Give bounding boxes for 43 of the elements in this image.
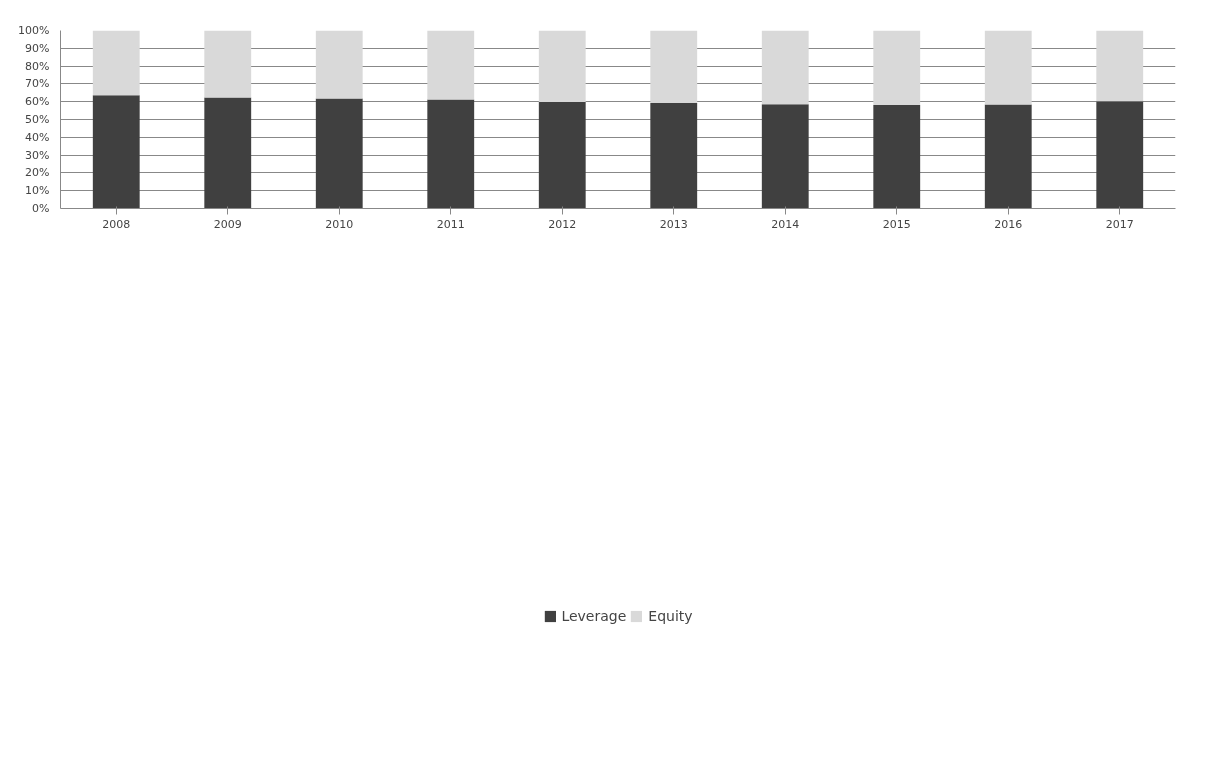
bar: [761, 104, 809, 209]
y-tick-label: 40%: [25, 130, 50, 144]
y-tick-label: 100%: [18, 24, 50, 37]
y-tick-label: 50%: [25, 113, 50, 126]
y-tick-label: 70%: [25, 77, 50, 91]
bar: [427, 99, 475, 209]
bar: [873, 30, 921, 106]
x-tick-label: 2009: [213, 217, 242, 231]
bar: [538, 30, 586, 102]
x-tick-label: 2008: [102, 217, 131, 231]
bar: [538, 101, 586, 209]
bar: [92, 95, 140, 209]
bar: [984, 104, 1032, 209]
bar: [92, 30, 140, 96]
x-tick-label: 2015: [882, 217, 911, 231]
y-tick-label: 0%: [32, 202, 50, 215]
x-tick-label: 2014: [771, 217, 800, 231]
bar: [315, 30, 363, 99]
bar: [761, 30, 809, 105]
bar: [650, 103, 698, 209]
y-tick-label: 20%: [25, 166, 50, 180]
bar: [204, 30, 252, 98]
bar: [427, 30, 475, 100]
x-tick-label: 2012: [548, 217, 577, 231]
bar: [650, 30, 698, 104]
bar: [204, 97, 252, 209]
y-tick-label: 60%: [25, 95, 50, 109]
x-tick-label: 2016: [994, 217, 1023, 231]
bar: [1096, 30, 1144, 102]
x-tick-label: 2011: [436, 217, 465, 231]
bar: [873, 105, 921, 209]
bar: [1096, 101, 1144, 209]
y-tick-label: 30%: [25, 148, 50, 162]
x-tick-label: 2017: [1105, 217, 1134, 231]
bar: [984, 30, 1032, 105]
y-tick-label: 10%: [25, 184, 50, 198]
y-tick-label: 90%: [25, 41, 50, 55]
x-tick-label: 2010: [325, 217, 354, 231]
legend-label: Leverage: [561, 608, 627, 624]
x-tick-label: 2013: [659, 217, 688, 231]
y-tick-label: 80%: [25, 59, 50, 73]
bar: [315, 98, 363, 209]
legend-label: Equity: [648, 608, 693, 624]
